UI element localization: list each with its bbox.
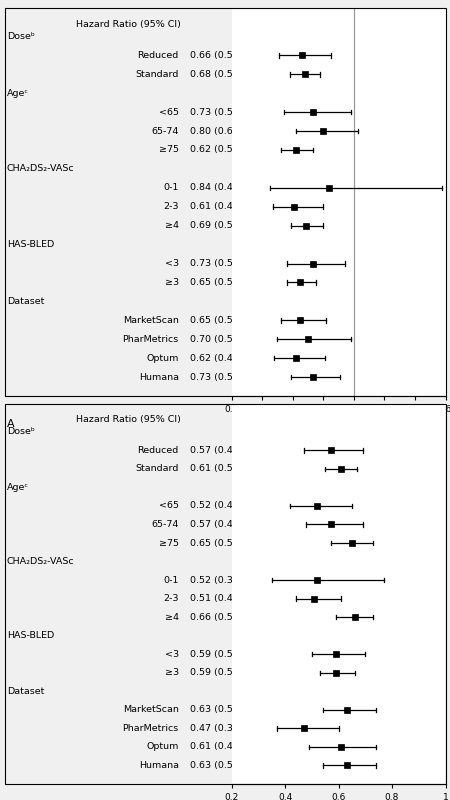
Text: Hazard Ratio (95% CI): Hazard Ratio (95% CI) — [76, 19, 180, 29]
Text: ≥75: ≥75 — [159, 146, 179, 154]
Text: 0.567: 0.567 — [326, 164, 353, 174]
Text: Favor Warfarin: Favor Warfarin — [359, 419, 441, 430]
Text: 0.59 (0.53-0.66): 0.59 (0.53-0.66) — [190, 668, 267, 678]
Text: 0.52 (0.35-0.77): 0.52 (0.35-0.77) — [190, 575, 267, 585]
Text: 0.65 (0.52-0.82): 0.65 (0.52-0.82) — [190, 316, 266, 325]
Text: 0.61 (0.49-0.74): 0.61 (0.49-0.74) — [190, 742, 266, 751]
Text: Dataset: Dataset — [7, 687, 44, 696]
Text: P-valueᵃ: P-valueᵃ — [326, 19, 365, 29]
Text: HAS-BLED: HAS-BLED — [7, 240, 54, 249]
Text: 0.57 (0.47-0.69): 0.57 (0.47-0.69) — [190, 446, 266, 455]
Text: A: A — [7, 419, 14, 430]
Text: 0.66 (0.51-0.85): 0.66 (0.51-0.85) — [190, 51, 266, 60]
Text: Ageᶜ: Ageᶜ — [7, 483, 29, 492]
Text: MarketScan: MarketScan — [123, 706, 179, 714]
Text: Hazard Ratio (95% CI): Hazard Ratio (95% CI) — [76, 415, 180, 424]
Text: 65-74: 65-74 — [151, 520, 179, 529]
Text: Optum: Optum — [146, 354, 179, 362]
Text: 0.61 (0.47-0.80): 0.61 (0.47-0.80) — [190, 202, 266, 211]
Text: 0.199: 0.199 — [326, 687, 353, 696]
Text: Ageᶜ: Ageᶜ — [7, 89, 29, 98]
Text: Doseᵇ: Doseᵇ — [7, 32, 35, 41]
Text: 0.181: 0.181 — [326, 483, 353, 492]
Text: 0.73 (0.54-0.98): 0.73 (0.54-0.98) — [190, 107, 267, 117]
Text: 0.62 (0.48-0.81): 0.62 (0.48-0.81) — [190, 354, 266, 362]
Text: 0.70 (0.50-0.98): 0.70 (0.50-0.98) — [190, 334, 266, 344]
Text: HAS-BLED: HAS-BLED — [7, 631, 54, 640]
Text: Reduced: Reduced — [137, 51, 179, 60]
Text: <65: <65 — [159, 502, 179, 510]
Text: 0.995: 0.995 — [326, 631, 353, 640]
Text: Favor Apixaban: Favor Apixaban — [250, 419, 335, 430]
Text: PharMetrics: PharMetrics — [122, 334, 179, 344]
Text: 2-3: 2-3 — [163, 594, 179, 603]
Text: 0.226: 0.226 — [326, 89, 353, 98]
Text: 0.69 (0.59-0.80): 0.69 (0.59-0.80) — [190, 221, 266, 230]
Text: 0.57 (0.48-0.69): 0.57 (0.48-0.69) — [190, 520, 266, 529]
Text: 0-1: 0-1 — [163, 575, 179, 585]
Text: CHA₂DS₂-VASc: CHA₂DS₂-VASc — [7, 164, 74, 174]
Text: 0.80 (0.62-1.03): 0.80 (0.62-1.03) — [190, 126, 267, 135]
Text: 0.63 (0.54-0.74): 0.63 (0.54-0.74) — [190, 706, 267, 714]
Text: 0.041: 0.041 — [326, 557, 353, 566]
Text: Doseᵇ: Doseᵇ — [7, 427, 35, 436]
Text: 0.848: 0.848 — [326, 32, 353, 41]
Text: 0.65 (0.57-0.73): 0.65 (0.57-0.73) — [190, 538, 267, 547]
Text: 65-74: 65-74 — [151, 126, 179, 135]
Text: ≥3: ≥3 — [165, 668, 179, 678]
Text: Humana: Humana — [139, 761, 179, 770]
Text: <65: <65 — [159, 107, 179, 117]
Text: 0.73 (0.56-0.94): 0.73 (0.56-0.94) — [190, 259, 267, 268]
Text: ≥4: ≥4 — [165, 613, 179, 622]
Text: 0.68 (0.58-0.78): 0.68 (0.58-0.78) — [190, 70, 266, 78]
Text: 0.52 (0.42-0.65): 0.52 (0.42-0.65) — [190, 502, 266, 510]
Text: 0.59 (0.50-0.70): 0.59 (0.50-0.70) — [190, 650, 266, 658]
Text: MarketScan: MarketScan — [123, 316, 179, 325]
Text: ≥75: ≥75 — [159, 538, 179, 547]
Text: 0-1: 0-1 — [163, 183, 179, 192]
Text: <3: <3 — [165, 259, 179, 268]
Text: 0.439: 0.439 — [326, 240, 354, 249]
Text: CHA₂DS₂-VASc: CHA₂DS₂-VASc — [7, 557, 74, 566]
Text: <3: <3 — [165, 650, 179, 658]
Text: 0.63 (0.54-0.74): 0.63 (0.54-0.74) — [190, 761, 267, 770]
Text: 0.561: 0.561 — [326, 427, 353, 436]
Text: Humana: Humana — [139, 373, 179, 382]
Text: PharMetrics: PharMetrics — [122, 724, 179, 733]
Text: 0.796: 0.796 — [326, 297, 353, 306]
Text: 0.73 (0.59-0.91): 0.73 (0.59-0.91) — [190, 373, 267, 382]
Text: ≥4: ≥4 — [165, 221, 179, 230]
Text: 2-3: 2-3 — [163, 202, 179, 211]
Text: Reduced: Reduced — [137, 446, 179, 455]
Text: Dataset: Dataset — [7, 297, 44, 306]
Text: P-valueᵃ: P-valueᵃ — [326, 415, 365, 424]
Text: 0.62 (0.52-0.73): 0.62 (0.52-0.73) — [190, 146, 267, 154]
Text: 0.61 (0.55-0.67): 0.61 (0.55-0.67) — [190, 464, 266, 474]
Text: 0.47 (0.37-0.60): 0.47 (0.37-0.60) — [190, 724, 267, 733]
Text: 0.65 (0.56-0.75): 0.65 (0.56-0.75) — [190, 278, 266, 287]
Text: 0.66 (0.59-0.73): 0.66 (0.59-0.73) — [190, 613, 267, 622]
Text: 0.84 (0.45-1.58): 0.84 (0.45-1.58) — [190, 183, 266, 192]
Text: ≥3: ≥3 — [165, 278, 179, 287]
Text: Optum: Optum — [146, 742, 179, 751]
Text: Standard: Standard — [135, 70, 179, 78]
Text: Standard: Standard — [135, 464, 179, 474]
Text: 0.51 (0.44-0.61): 0.51 (0.44-0.61) — [190, 594, 266, 603]
